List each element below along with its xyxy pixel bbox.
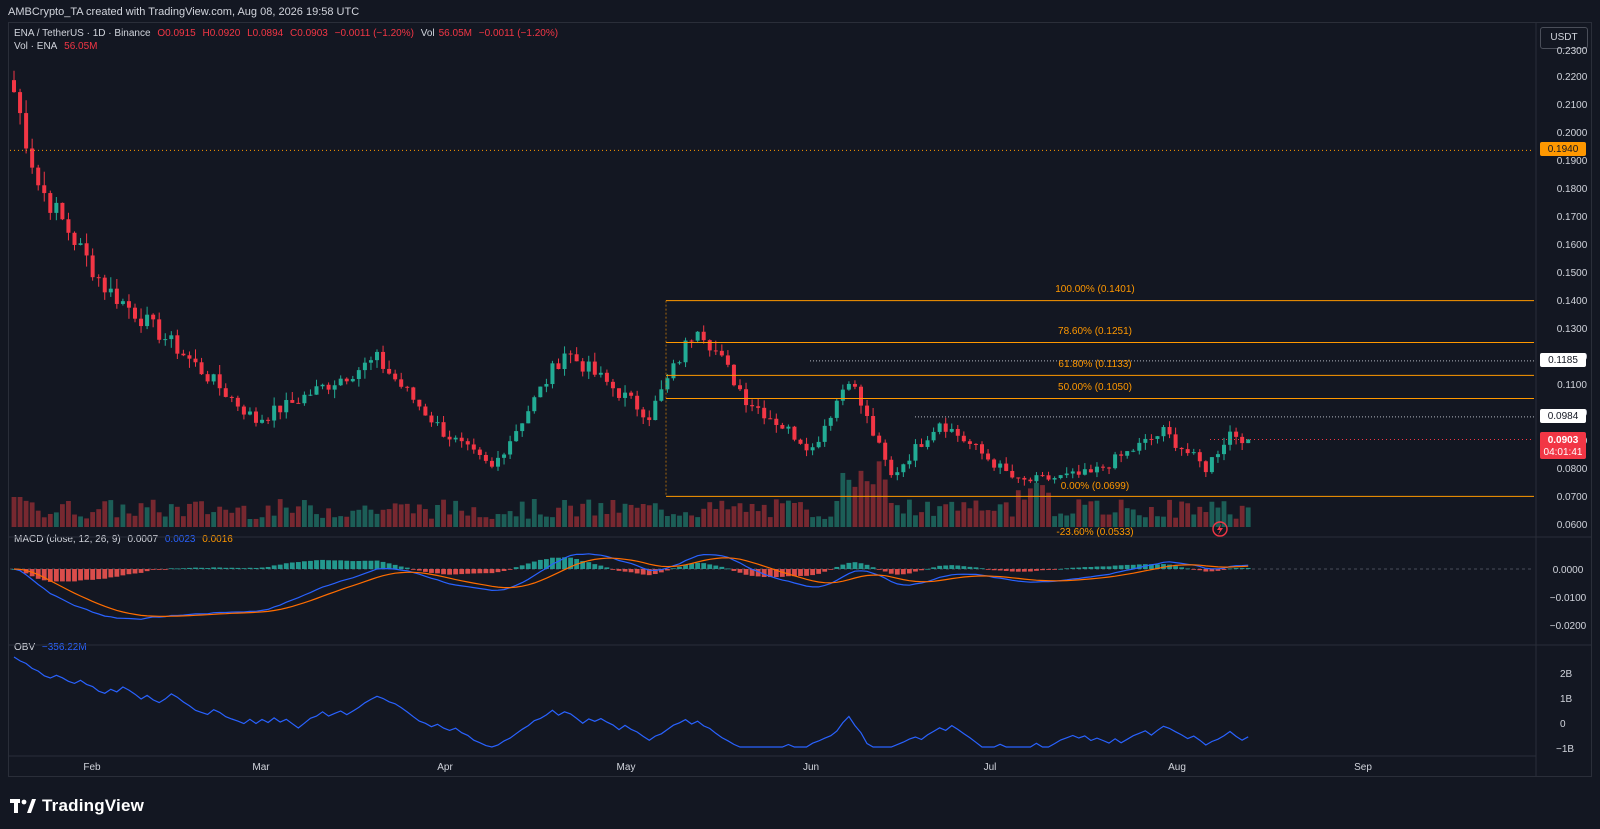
symbol-legend: ENA / TetherUS · 1D · Binance O0.0915 H0… — [14, 28, 562, 39]
close-value: C0.0903 — [290, 28, 328, 39]
obv-legend: OBV −356.22M — [14, 642, 91, 653]
low-value: L0.0894 — [247, 28, 284, 39]
obv-value: −356.22M — [41, 642, 87, 653]
macd-legend: MACD (close, 12, 26, 9) 0.0007 0.0023 0.… — [14, 534, 237, 545]
change-value: −0.0011 (−1.20%) — [334, 28, 414, 39]
symbol-name[interactable]: ENA / TetherUS · 1D · Binance — [14, 28, 151, 39]
brand-name: TradingView — [42, 796, 145, 815]
open-value: O0.0915 — [157, 28, 196, 39]
attribution-text: AMBCrypto_TA created with TradingView.co… — [8, 6, 360, 18]
vol-change: −0.0011 (−1.20%) — [478, 28, 559, 39]
chart-panel[interactable] — [8, 22, 1592, 777]
macd-signal-value: 0.0016 — [202, 534, 233, 545]
high-value: H0.0920 — [202, 28, 241, 39]
volume-legend: Vol · ENA 56.05M — [14, 41, 102, 52]
volume-row-value: 56.05M — [64, 41, 98, 52]
macd-label[interactable]: MACD (close, 12, 26, 9) — [14, 534, 121, 545]
vol-value: 56.05M — [438, 28, 472, 39]
macd-line-value: 0.0023 — [164, 534, 196, 545]
currency-button[interactable]: USDT — [1540, 27, 1588, 49]
volume-row-label[interactable]: Vol · ENA — [14, 41, 58, 52]
tradingview-logo-icon — [10, 799, 36, 813]
tradingview-logo[interactable]: TradingView — [10, 796, 144, 816]
obv-label[interactable]: OBV — [14, 642, 36, 653]
macd-hist-value: 0.0007 — [127, 534, 159, 545]
vol-label: Vol — [420, 28, 435, 39]
